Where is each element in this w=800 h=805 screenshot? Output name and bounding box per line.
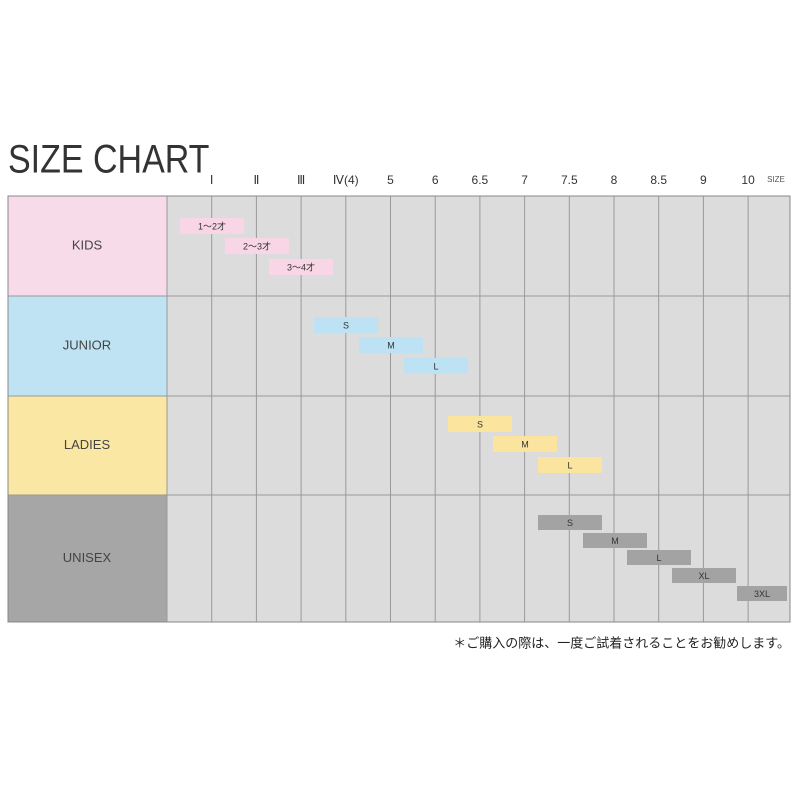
column-header: 5 bbox=[387, 173, 394, 187]
size-bar bbox=[404, 358, 468, 374]
size-bar bbox=[737, 586, 787, 601]
column-header: 8.5 bbox=[650, 173, 667, 187]
column-header: 7.5 bbox=[561, 173, 578, 187]
column-header: 7 bbox=[521, 173, 528, 187]
footnote: ＊ご購入の際は、一度ご試着されることをお勧めします。 bbox=[453, 635, 790, 650]
size-bar bbox=[448, 416, 512, 432]
size-text: L bbox=[567, 460, 572, 470]
size-bar bbox=[269, 259, 333, 275]
size-text: XL bbox=[698, 571, 709, 581]
column-header: 8 bbox=[611, 173, 618, 187]
row-label-bg bbox=[7, 195, 168, 297]
size-text: M bbox=[611, 536, 619, 546]
size-bar bbox=[314, 317, 378, 333]
size-bar bbox=[627, 550, 691, 565]
row-label-bg bbox=[7, 295, 168, 397]
row-label: JUNIOR bbox=[63, 337, 111, 352]
column-header: Ⅲ bbox=[297, 173, 305, 187]
size-bar bbox=[672, 568, 736, 583]
size-text: S bbox=[567, 518, 573, 528]
size-text: 3～4才 bbox=[287, 261, 315, 272]
grid-area bbox=[167, 196, 790, 622]
column-header: 6 bbox=[432, 173, 439, 187]
column-header: 6.5 bbox=[472, 173, 489, 187]
column-header: Ⅰ bbox=[210, 173, 214, 187]
row-label: LADIES bbox=[64, 437, 111, 452]
column-header: 10 bbox=[741, 173, 755, 187]
size-label: SIZE bbox=[767, 175, 785, 184]
size-text: M bbox=[387, 340, 395, 350]
size-text: S bbox=[343, 320, 349, 330]
grid-border bbox=[7, 195, 791, 623]
size-bar bbox=[493, 436, 557, 452]
size-bar bbox=[538, 515, 602, 530]
size-bar bbox=[538, 457, 602, 473]
size-text: S bbox=[477, 419, 483, 429]
size-text: 2～3才 bbox=[243, 240, 271, 251]
title: SIZE CHART bbox=[8, 136, 209, 181]
row-label: KIDS bbox=[72, 237, 103, 252]
column-header: Ⅱ bbox=[253, 173, 259, 187]
row-label: UNISEX bbox=[63, 550, 112, 565]
size-bar bbox=[225, 238, 289, 254]
row-label-bg bbox=[7, 494, 168, 623]
size-text: L bbox=[656, 553, 661, 563]
column-header: Ⅳ(4) bbox=[333, 173, 359, 187]
size-text: L bbox=[433, 361, 438, 371]
size-text: 1～2才 bbox=[198, 220, 226, 231]
size-text: 3XL bbox=[754, 589, 770, 599]
column-header: 9 bbox=[700, 173, 707, 187]
size-bar bbox=[583, 533, 647, 548]
size-bar bbox=[180, 218, 244, 234]
size-text: M bbox=[521, 439, 529, 449]
size-bar bbox=[359, 337, 423, 353]
